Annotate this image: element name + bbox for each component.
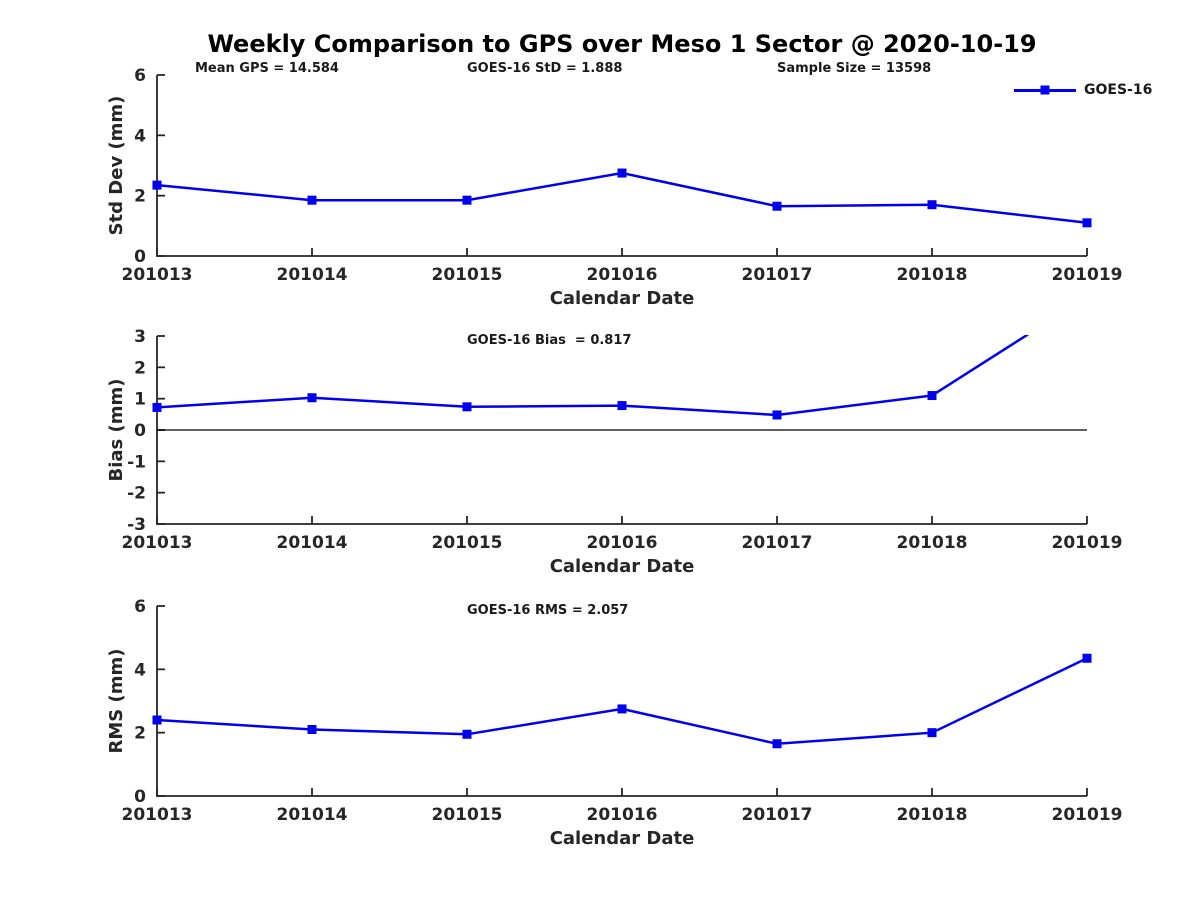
legend-line-sample: [1014, 85, 1076, 95]
data-point-marker: [617, 168, 627, 178]
data-point-marker: [1082, 653, 1092, 663]
data-point-marker: [772, 201, 782, 211]
y-tick-label: 6: [134, 66, 146, 86]
y-tick-label: 1: [134, 390, 146, 410]
data-point-marker: [772, 410, 782, 420]
x-tick-label: 201014: [277, 805, 348, 825]
stat-annotation: GOES-16 Bias = 0.817: [467, 333, 631, 348]
x-tick-label: 201018: [897, 805, 968, 825]
y-tick-label: 0: [134, 787, 146, 807]
x-tick-label: 201016: [587, 805, 658, 825]
y-tick-label: -3: [127, 515, 146, 535]
axes-frame: [156, 75, 1087, 257]
legend-label: GOES-16: [1084, 82, 1153, 98]
legend: GOES-16: [1014, 82, 1152, 98]
legend-square-marker-icon: [1040, 85, 1050, 95]
data-point-marker: [617, 704, 627, 714]
y-tick-label: 6: [134, 597, 146, 617]
x-tick-label: 201017: [742, 533, 813, 553]
x-tick-label: 201015: [432, 533, 503, 553]
data-point-marker: [462, 195, 472, 205]
x-axis-label: Calendar Date: [550, 828, 695, 849]
x-tick-label: 201017: [742, 805, 813, 825]
data-point-marker: [927, 391, 937, 401]
x-tick-label: 201019: [1052, 265, 1123, 285]
x-tick-label: 201014: [277, 265, 348, 285]
chart-title: Weekly Comparison to GPS over Meso 1 Sec…: [207, 30, 1037, 58]
x-tick-label: 201015: [432, 265, 503, 285]
data-point-marker: [307, 195, 317, 205]
y-axis-label: Std Dev (mm): [106, 96, 127, 236]
x-tick-label: 201013: [122, 533, 193, 553]
x-tick-label: 201013: [122, 265, 193, 285]
data-point-marker: [307, 393, 317, 403]
y-axis-label: Bias (mm): [106, 379, 127, 482]
data-point-marker: [1082, 218, 1092, 228]
data-point-marker: [462, 402, 472, 412]
axes-frame: [156, 606, 1087, 797]
x-tick-label: 201018: [897, 265, 968, 285]
x-tick-label: 201018: [897, 533, 968, 553]
y-axis-label: RMS (mm): [106, 649, 127, 754]
x-tick-label: 201014: [277, 533, 348, 553]
y-tick-label: 2: [134, 187, 146, 207]
stat-annotation: GOES-16 RMS = 2.057: [467, 603, 628, 618]
y-tick-label: 0: [134, 421, 146, 441]
x-axis-label: Calendar Date: [550, 556, 695, 577]
y-tick-label: -2: [127, 484, 146, 504]
data-line: [157, 171, 1088, 225]
y-tick-label: 4: [134, 126, 146, 146]
x-tick-label: 201016: [587, 265, 658, 285]
x-tick-label: 201019: [1052, 805, 1123, 825]
y-tick-label: 0: [134, 247, 146, 267]
data-point-marker: [152, 402, 162, 412]
x-axis-label: Calendar Date: [550, 288, 695, 309]
y-tick-label: 3: [134, 327, 146, 347]
y-tick-label: 4: [134, 660, 146, 680]
y-tick-label: -1: [127, 452, 146, 472]
y-tick-label: 2: [134, 724, 146, 744]
x-tick-label: 201019: [1052, 533, 1123, 553]
stat-annotation: Mean GPS = 14.584: [195, 61, 339, 76]
x-tick-label: 201016: [587, 533, 658, 553]
data-point-marker: [927, 200, 937, 210]
data-point-marker: [617, 401, 627, 411]
data-point-marker: [772, 739, 782, 749]
data-point-marker: [462, 729, 472, 739]
y-tick-label: 2: [134, 358, 146, 378]
stat-annotation: Sample Size = 13598: [777, 61, 931, 76]
x-tick-label: 201015: [432, 805, 503, 825]
stat-annotation: GOES-16 StD = 1.888: [467, 61, 622, 76]
data-line: [157, 335, 1030, 417]
data-line: [157, 657, 1088, 746]
data-point-marker: [152, 715, 162, 725]
x-tick-label: 201013: [122, 805, 193, 825]
data-point-marker: [307, 725, 317, 734]
data-point-marker: [927, 728, 937, 738]
data-point-marker: [152, 180, 162, 190]
x-tick-label: 201017: [742, 265, 813, 285]
